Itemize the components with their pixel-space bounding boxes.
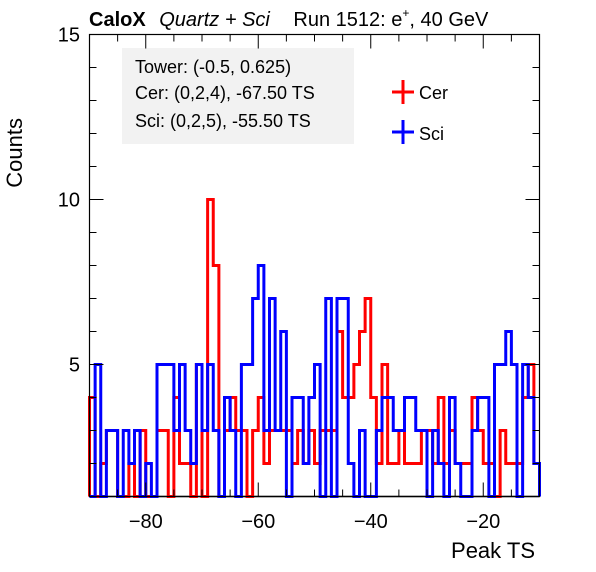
experiment-label: CaloX <box>89 9 146 31</box>
info-box <box>122 48 354 144</box>
y-tick-label: 10 <box>58 190 80 212</box>
x-tick-label: −60 <box>241 511 275 533</box>
energy-label: , 40 GeV <box>409 9 489 31</box>
run-label: Run 1512: e <box>293 9 402 31</box>
legend-label-cer: Cer <box>419 83 448 103</box>
axis-ticks <box>89 34 540 497</box>
axis-tick-labels: −80 −60 −40 −20 5 10 15 <box>58 25 501 534</box>
legend-label-sci: Sci <box>419 124 444 144</box>
chart-header: CaloX Quartz + Sci Run 1512: e+, 40 GeV <box>89 6 489 31</box>
y-tick-label: 15 <box>58 25 80 47</box>
x-axis-label: Peak TS <box>451 538 535 563</box>
y-axis-label: Counts <box>2 118 27 188</box>
x-tick-label: −20 <box>466 511 500 533</box>
info-cer: Cer: (0,2,4), -67.50 TS <box>135 83 315 103</box>
info-sci: Sci: (0,2,5), -55.50 TS <box>135 111 311 131</box>
legend-marker-cer <box>392 80 414 104</box>
legend: Cer Sci <box>392 80 448 144</box>
x-tick-label: −80 <box>129 511 163 533</box>
y-tick-label: 5 <box>69 355 80 377</box>
run-superscript: + <box>402 6 409 20</box>
legend-marker-sci <box>392 120 414 144</box>
detector-label: Quartz + Sci <box>159 9 270 31</box>
x-tick-label: −40 <box>354 511 388 533</box>
info-tower: Tower: (-0.5, 0.625) <box>135 57 291 77</box>
